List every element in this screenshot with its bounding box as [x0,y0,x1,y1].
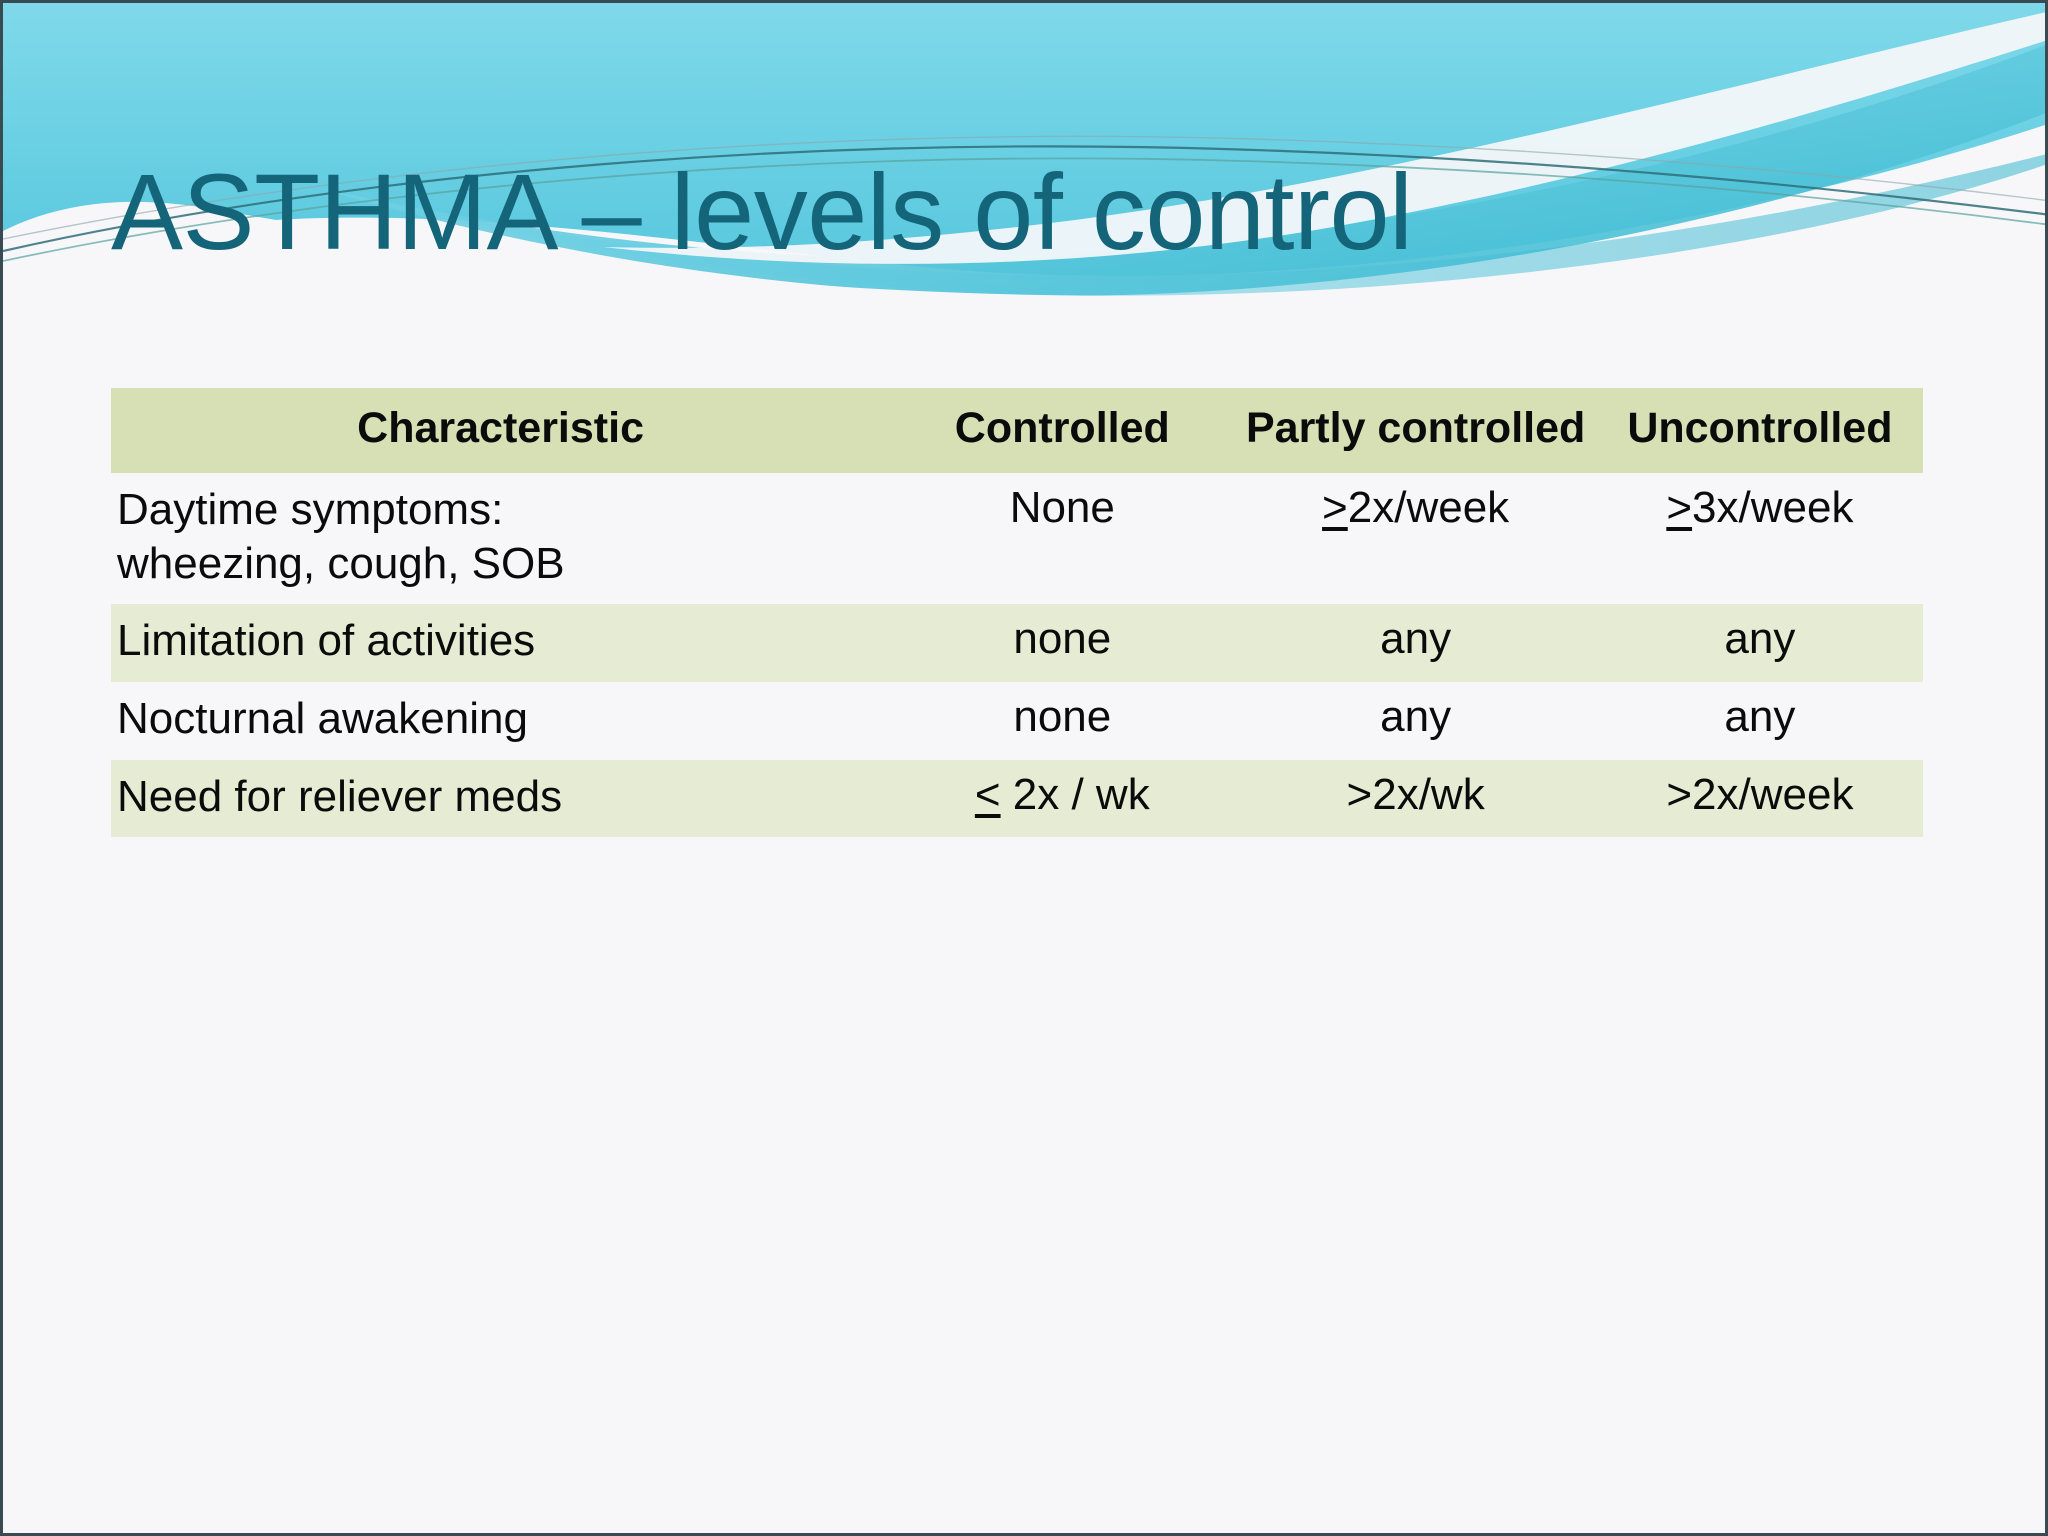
cell-uncontrolled-value: 3x/week [1692,483,1854,532]
column-header-characteristic: Characteristic [111,388,891,473]
greater-equal-mark: > [1666,483,1693,532]
table-row: Limitation of activities none any any [111,604,1923,683]
cell-controlled: None [1009,483,1115,532]
cell-controlled: none [890,604,1235,683]
table-row: Need for reliever meds < 2x / wk >2x/wk … [111,759,1923,838]
cell-partly-controlled: any [1234,604,1597,683]
characteristic-line-2: wheezing, cough, SOB [117,538,565,588]
levels-of-control-table: Characteristic Controlled Partly control… [111,388,1923,838]
cell-uncontrolled: any [1596,604,1923,683]
cell-characteristic: Limitation of activities [111,604,891,683]
table-body: Daytime symptoms: wheezing, cough, SOB N… [111,473,1923,838]
cell-uncontrolled: >2x/week [1596,759,1923,838]
cell-partly-controlled: >2x/week [1234,473,1596,604]
table-row: Nocturnal awakening none any any [111,682,1923,760]
greater-equal-mark: > [1322,483,1348,532]
table-header: Characteristic Controlled Partly control… [111,388,1923,473]
page-title: ASTHMA – levels of control [111,151,1413,272]
table-row: Daytime symptoms: wheezing, cough, SOB N… [111,473,1923,604]
cell-partly-controlled: any [1380,692,1452,742]
cell-characteristic: Nocturnal awakening [117,694,528,744]
cell-uncontrolled: >3x/week [1597,473,1923,604]
cell-controlled: none [1013,692,1112,742]
characteristic-line-1: Daytime symptoms: [117,485,504,534]
cell-uncontrolled: any [1724,692,1796,742]
cell-characteristic: Need for reliever meds [111,759,891,838]
column-header-uncontrolled: Uncontrolled [1596,388,1923,473]
less-equal-mark: < [974,769,1001,819]
cell-controlled-value: 2x / wk [1000,769,1150,819]
cell-controlled: < 2x / wk [890,759,1235,838]
cell-characteristic: Daytime symptoms: wheezing, cough, SOB [111,473,890,604]
cell-partly-controlled: >2x/wk [1234,759,1597,838]
cell-partly-controlled-value: 2x/week [1347,483,1510,532]
table-header-row: Characteristic Controlled Partly control… [111,388,1923,473]
column-header-controlled: Controlled [890,388,1235,473]
column-header-partly-controlled: Partly controlled [1234,388,1597,473]
